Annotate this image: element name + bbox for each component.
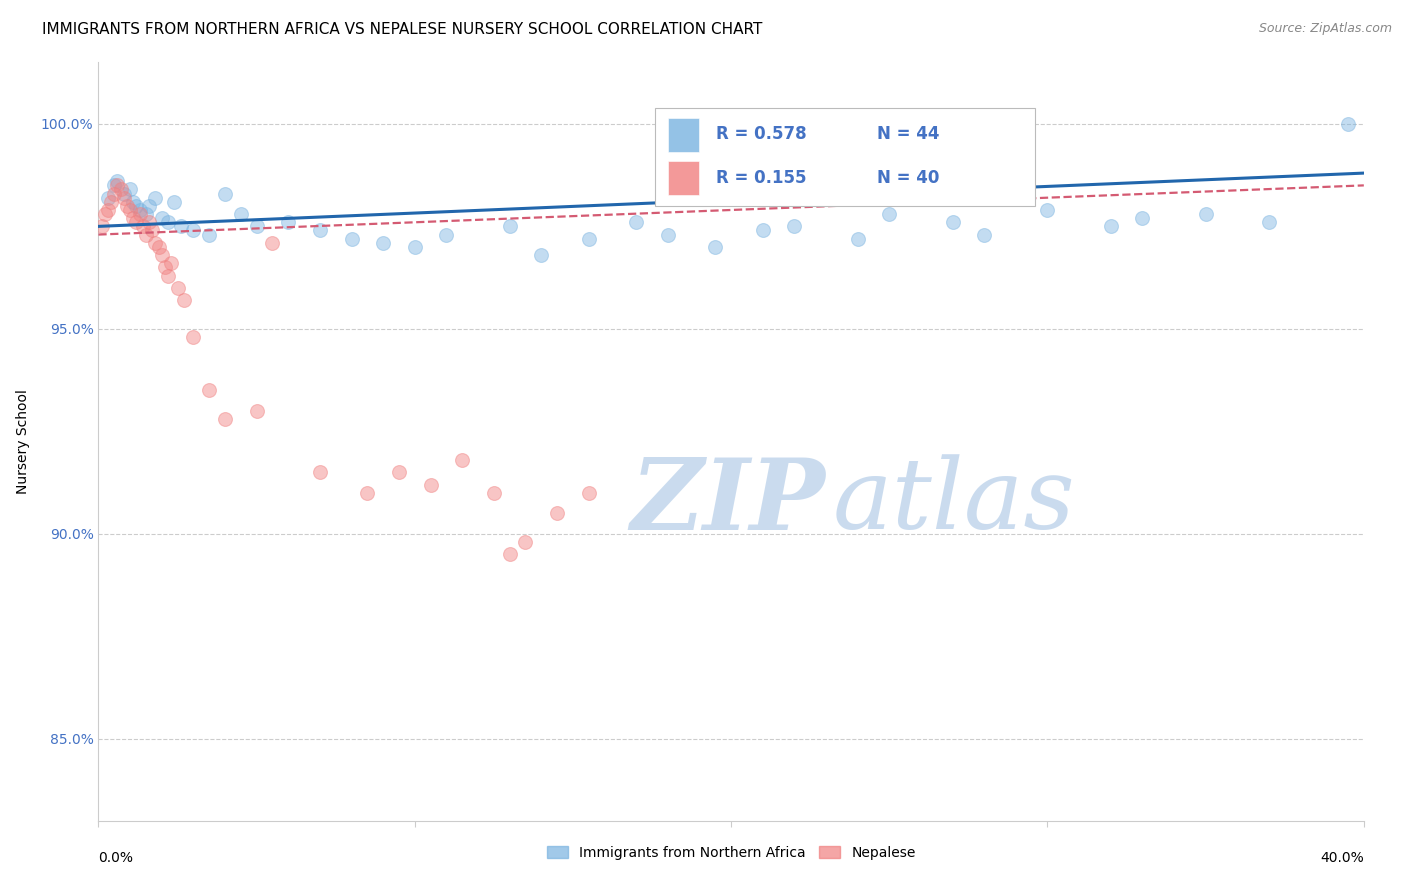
Point [183, 223, 205, 237]
Point [120, 182, 141, 196]
Point [120, 202, 141, 217]
Point [198, 227, 221, 242]
Point [150, 211, 173, 226]
Point [942, 215, 965, 229]
Point [1257, 215, 1279, 229]
Point [578, 232, 600, 246]
Point [309, 223, 332, 237]
Point [214, 186, 236, 201]
Point [198, 384, 221, 398]
Point [277, 215, 299, 229]
Point [530, 248, 553, 262]
Point [166, 281, 188, 295]
Point [499, 547, 522, 561]
Text: N = 44: N = 44 [877, 126, 939, 144]
Point [125, 199, 148, 213]
Point [262, 235, 284, 250]
Point [97, 191, 120, 205]
Point [110, 182, 132, 196]
Text: 0.0%: 0.0% [98, 851, 134, 865]
Point [128, 202, 150, 217]
Point [229, 207, 252, 221]
Point [90, 219, 112, 234]
Point [1195, 207, 1218, 221]
Point [135, 207, 157, 221]
Point [371, 235, 394, 250]
Point [1099, 219, 1122, 234]
Point [100, 194, 122, 209]
Point [499, 219, 522, 234]
Point [138, 199, 160, 213]
Point [122, 194, 145, 209]
Point [169, 219, 191, 234]
Point [751, 223, 773, 237]
Point [145, 235, 166, 250]
Point [141, 223, 163, 237]
Point [153, 260, 176, 275]
Point [877, 207, 901, 221]
Point [103, 178, 125, 193]
Text: R = 0.578: R = 0.578 [716, 126, 807, 144]
Text: 40.0%: 40.0% [1320, 851, 1364, 865]
Point [246, 219, 269, 234]
Point [122, 211, 145, 226]
Point [419, 477, 441, 491]
Point [578, 485, 600, 500]
Point [546, 506, 568, 520]
Text: ZIP: ZIP [630, 454, 825, 550]
Point [309, 465, 332, 479]
Point [783, 219, 806, 234]
Point [107, 178, 129, 193]
FancyBboxPatch shape [655, 108, 1035, 207]
Point [1036, 202, 1059, 217]
Text: R = 0.155: R = 0.155 [716, 169, 807, 186]
Point [1337, 117, 1360, 131]
Text: N = 40: N = 40 [877, 169, 939, 186]
Point [356, 485, 378, 500]
Text: Source: ZipAtlas.com: Source: ZipAtlas.com [1258, 22, 1392, 36]
Point [93, 207, 117, 221]
Point [132, 219, 155, 234]
Point [160, 256, 183, 270]
Point [103, 186, 125, 201]
Point [246, 404, 269, 418]
Point [115, 199, 138, 213]
Point [148, 240, 170, 254]
Point [97, 202, 120, 217]
Point [388, 465, 411, 479]
Text: atlas: atlas [832, 455, 1076, 549]
Point [163, 194, 186, 209]
Point [1130, 211, 1153, 226]
Bar [668, 118, 699, 152]
Legend: Immigrants from Northern Africa, Nepalese: Immigrants from Northern Africa, Nepales… [540, 838, 922, 867]
Point [157, 268, 180, 283]
Point [112, 191, 135, 205]
Point [214, 412, 236, 426]
Point [157, 215, 180, 229]
Point [138, 215, 160, 229]
Bar [668, 161, 699, 195]
Point [404, 240, 426, 254]
Point [107, 174, 129, 188]
Text: IMMIGRANTS FROM NORTHERN AFRICA VS NEPALESE NURSERY SCHOOL CORRELATION CHART: IMMIGRANTS FROM NORTHERN AFRICA VS NEPAL… [42, 22, 762, 37]
Point [183, 330, 205, 344]
Point [451, 453, 474, 467]
Point [657, 227, 679, 242]
Point [125, 215, 148, 229]
Point [150, 248, 173, 262]
Point [482, 485, 505, 500]
Point [436, 227, 458, 242]
Point [624, 215, 647, 229]
Point [112, 186, 135, 201]
Point [173, 293, 195, 307]
Point [135, 227, 157, 242]
Point [515, 535, 537, 549]
Point [340, 232, 363, 246]
Point [704, 240, 727, 254]
Point [973, 227, 995, 242]
Point [846, 232, 869, 246]
Point [128, 207, 150, 221]
Point [145, 191, 166, 205]
Y-axis label: Nursery School: Nursery School [15, 389, 30, 494]
